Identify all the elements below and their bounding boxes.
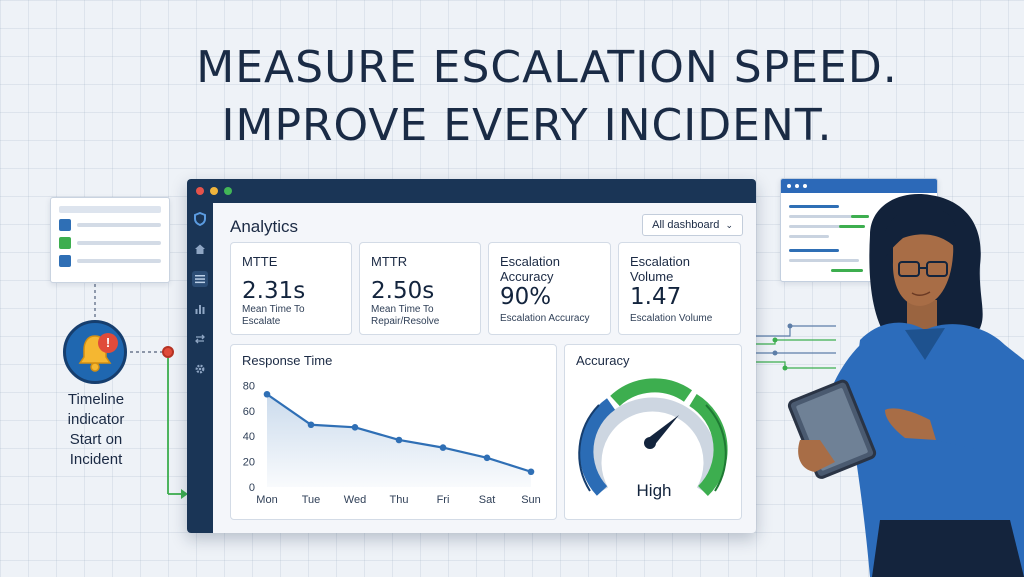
kpi-value: 2.31s xyxy=(242,278,306,304)
kpi-card-mttr[interactable]: MTTR 2.50s Mean Time To Repair/Resolve xyxy=(359,242,481,335)
kpi-label: MTTE xyxy=(242,254,278,269)
data-point xyxy=(307,421,315,429)
headline-line-1: MEASURE ESCALATION SPEED. xyxy=(196,42,898,93)
data-point xyxy=(527,468,535,476)
timeline-label: Timeline indicator Start on Incident xyxy=(50,390,142,470)
timeline-node-dot xyxy=(162,346,174,358)
kpi-label: MTTR xyxy=(371,254,408,269)
x-tick-label: Mon xyxy=(256,494,277,506)
x-tick-label: Sat xyxy=(479,494,496,506)
y-tick-label: 0 xyxy=(249,482,255,494)
kpi-card-escalation-accuracy[interactable]: Escalation Accuracy 90% Escalation Accur… xyxy=(488,242,611,335)
data-point xyxy=(395,436,403,444)
main-content: Analytics All dashboard ⌄ MTTE 2.31s Mea… xyxy=(213,203,756,533)
window-titlebar xyxy=(781,179,937,193)
kpi-value: 2.50s xyxy=(371,278,435,304)
analytics-window: Analytics All dashboard ⌄ MTTE 2.31s Mea… xyxy=(187,179,756,533)
incident-list-window xyxy=(50,197,170,283)
kpi-label: Escalation Accuracy xyxy=(500,254,560,284)
kpi-description: Escalation Volume xyxy=(630,313,713,324)
minimize-button[interactable] xyxy=(210,187,218,195)
timeline-label-line: indicator xyxy=(67,411,125,428)
kpi-label: Escalation Volume xyxy=(630,254,690,284)
mini-list-item xyxy=(59,255,161,267)
gauge-segment-high xyxy=(689,394,728,497)
data-point xyxy=(351,423,359,431)
kpi-card-escalation-volume[interactable]: Escalation Volume 1.47 Escalation Volume xyxy=(618,242,741,335)
x-tick-label: Sun xyxy=(521,494,541,506)
gauge-needle xyxy=(647,415,679,447)
dashboard-filter-dropdown[interactable]: All dashboard ⌄ xyxy=(642,214,743,236)
y-tick-label: 40 xyxy=(243,431,255,443)
kpi-description: Escalation Accuracy xyxy=(500,313,590,324)
y-tick-label: 60 xyxy=(243,406,255,418)
mini-window-bar xyxy=(59,206,161,213)
gear-icon[interactable] xyxy=(192,361,208,377)
y-tick-label: 80 xyxy=(243,380,255,392)
x-tick-label: Tue xyxy=(302,494,321,506)
shield-logo-icon[interactable] xyxy=(192,211,208,227)
list-icon[interactable] xyxy=(192,271,208,287)
square-icon xyxy=(59,255,71,267)
mini-list-item xyxy=(59,219,161,231)
gauge-track xyxy=(587,397,718,495)
data-point xyxy=(439,444,447,451)
home-icon[interactable] xyxy=(192,241,208,257)
maximize-button[interactable] xyxy=(224,187,232,195)
close-button[interactable] xyxy=(196,187,204,195)
x-tick-label: Thu xyxy=(390,494,409,506)
timeline-label-line: Start on xyxy=(69,431,123,448)
gauge-segment-mid xyxy=(610,378,693,407)
kpi-card-mtte[interactable]: MTTE 2.31s Mean Time To Escalate xyxy=(230,242,352,335)
kpi-value: 90% xyxy=(500,284,552,310)
data-point xyxy=(483,454,491,462)
timeline-label-line: Timeline xyxy=(67,391,125,408)
square-icon xyxy=(59,237,71,249)
gauge-outline xyxy=(705,404,727,492)
accuracy-panel: Accuracy High xyxy=(564,344,742,520)
page-title: Analytics xyxy=(230,217,299,236)
swap-icon[interactable] xyxy=(192,331,208,347)
response-time-panel: Response Time 0 20 40 60 80 Mon Tue Wed Thu Fri Sa… xyxy=(230,344,557,520)
x-tick-label: Wed xyxy=(344,494,366,506)
window-titlebar xyxy=(187,179,756,203)
dropdown-value: All dashboard xyxy=(652,219,720,231)
chevron-down-icon: ⌄ xyxy=(725,220,733,230)
response-time-chart: 0 20 40 60 80 Mon Tue Wed Thu Fri Sat Sun xyxy=(243,380,541,506)
x-tick-label: Fri xyxy=(437,494,450,506)
headline-line-2: IMPROVE EVERY INCIDENT. xyxy=(221,100,833,151)
timeline-indicator[interactable] xyxy=(63,320,127,384)
gauge-outline xyxy=(578,404,600,492)
kpi-description: Mean Time To Escalate xyxy=(242,304,305,327)
panel-title: Response Time xyxy=(242,353,333,368)
timeline-label-line: Incident xyxy=(69,451,123,468)
panel-title: Accuracy xyxy=(576,353,630,368)
kpi-description: Mean Time To Repair/Resolve xyxy=(371,304,440,327)
kpi-value: 1.47 xyxy=(630,284,682,310)
data-point xyxy=(263,390,271,398)
accuracy-gauge xyxy=(578,378,728,497)
bar-chart-icon[interactable] xyxy=(192,301,208,317)
alert-badge: ! xyxy=(98,333,118,353)
sidebar xyxy=(187,203,213,533)
gauge-label: High xyxy=(636,481,672,500)
gauge-hub xyxy=(644,437,656,449)
mini-list-item xyxy=(59,237,161,249)
square-icon xyxy=(59,219,71,231)
gauge-segment-low xyxy=(579,398,616,496)
y-tick-label: 20 xyxy=(243,457,255,469)
